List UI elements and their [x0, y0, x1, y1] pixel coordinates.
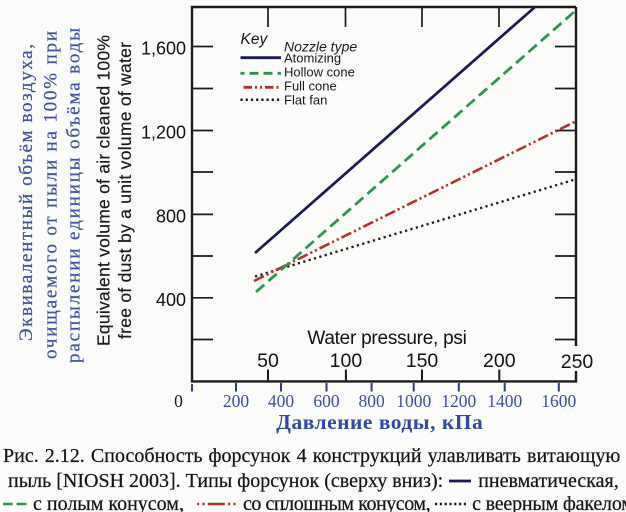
svg-text:Nozzle type: Nozzle type	[284, 39, 357, 55]
svg-text:распылении единицы объёма воды: распылении единицы объёма воды	[64, 28, 85, 363]
svg-text:1200: 1200	[441, 391, 476, 411]
svg-text:400: 400	[268, 391, 295, 411]
svg-text:600: 600	[313, 391, 340, 411]
svg-text:250: 250	[561, 351, 594, 373]
svg-text:50: 50	[257, 350, 279, 372]
svg-text:200: 200	[223, 391, 250, 411]
svg-text:Эквивалентный объём воздуха,: Эквивалентный объём воздуха,	[16, 44, 37, 341]
svg-text:1000: 1000	[396, 391, 431, 411]
svg-text:1400: 1400	[487, 391, 522, 411]
svg-text:1600: 1600	[541, 391, 576, 411]
svg-text:Hollow cone: Hollow cone	[284, 65, 355, 80]
svg-text:Flat fan: Flat fan	[284, 92, 327, 107]
svg-text:800: 800	[156, 206, 186, 226]
svg-text:200: 200	[483, 350, 516, 372]
svg-text:Key: Key	[241, 31, 269, 48]
svg-text:800: 800	[358, 391, 385, 411]
svg-text:Equivalent volume of air clean: Equivalent volume of air cleaned 100%	[94, 35, 114, 346]
svg-text:Water pressure, psi: Water pressure, psi	[307, 328, 466, 349]
svg-text:1,200: 1,200	[141, 123, 186, 143]
svg-text:free of dust by a unit volume: free of dust by a unit volume of water	[115, 42, 135, 339]
svg-text:100: 100	[330, 350, 363, 372]
svg-text:1,600: 1,600	[141, 39, 186, 59]
svg-text:Atomizing: Atomizing	[284, 50, 341, 65]
svg-text:очищаемого от пыли на 100% при: очищаемого от пыли на 100% при	[41, 31, 62, 359]
svg-text:400: 400	[156, 290, 186, 310]
svg-text:Full cone: Full cone	[284, 79, 337, 94]
svg-text:150: 150	[406, 350, 439, 372]
svg-text:0: 0	[174, 391, 183, 411]
svg-text:Давление воды, кПа: Давление воды, кПа	[276, 410, 483, 434]
